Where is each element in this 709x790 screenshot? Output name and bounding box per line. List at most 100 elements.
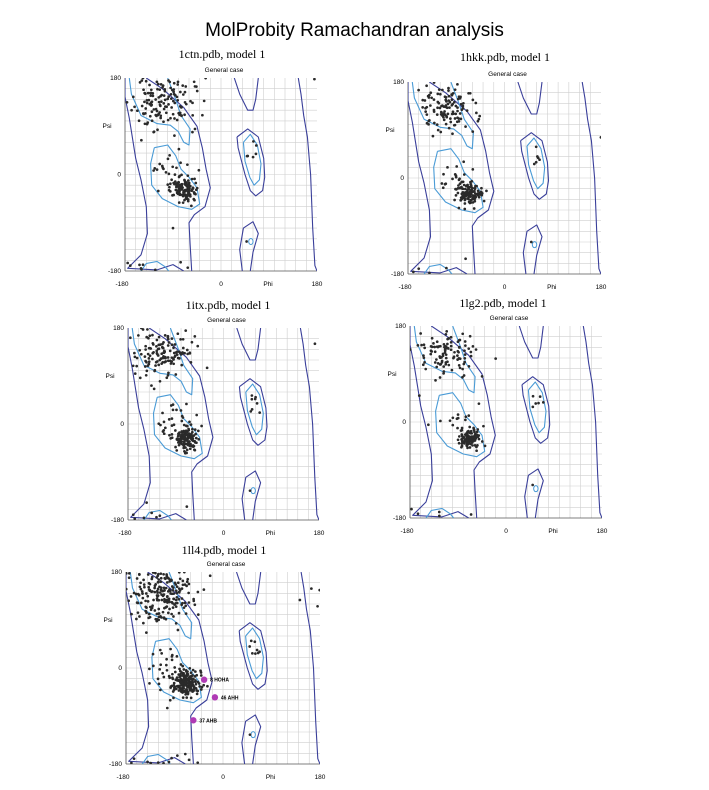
residue-point (457, 192, 460, 195)
residue-point (436, 340, 439, 343)
residue-point (455, 174, 458, 177)
x-axis-label: Phi (266, 774, 275, 781)
residue-point (206, 685, 209, 688)
residue-point (170, 362, 173, 365)
residue-point (176, 350, 179, 353)
x-tick-label: 0 (504, 528, 508, 535)
residue-point (141, 592, 144, 595)
residue-point (132, 96, 135, 99)
residue-point (429, 91, 432, 94)
residue-point (172, 227, 175, 230)
residue-point (436, 123, 439, 126)
residue-point (473, 207, 476, 210)
residue-point (206, 366, 209, 369)
residue-point (442, 173, 445, 176)
y-tick-label: 0 (118, 665, 122, 672)
residue-point (439, 131, 442, 134)
residue-point (168, 600, 171, 603)
residue-point (193, 445, 196, 448)
residue-point (139, 81, 142, 84)
residue-point (445, 115, 448, 118)
residue-point (174, 94, 177, 97)
residue-point (452, 416, 455, 419)
residue-point (472, 201, 475, 204)
residue-point (478, 438, 481, 441)
residue-point (179, 438, 182, 441)
residue-point (155, 516, 158, 519)
y-tick-label: 180 (111, 569, 122, 576)
residue-point (176, 585, 179, 588)
residue-point (168, 341, 171, 344)
residue-point (186, 430, 189, 433)
data-points (129, 327, 316, 520)
residue-point (258, 650, 261, 653)
residue-point (150, 101, 153, 104)
residue-point (157, 761, 160, 764)
residue-point (137, 602, 140, 605)
residue-point (150, 608, 153, 611)
residue-point (461, 435, 464, 438)
residue-point (453, 351, 456, 354)
residue-point (189, 683, 192, 686)
residue-point (442, 372, 445, 375)
residue-point (186, 266, 189, 269)
residue-point (157, 578, 160, 581)
residue-point (423, 361, 426, 364)
residue-point (152, 653, 155, 656)
residue-point (539, 395, 542, 398)
residue-point (176, 676, 179, 679)
residue-point (178, 444, 181, 447)
residue-point (464, 353, 467, 356)
residue-point (133, 757, 136, 760)
residue-point (137, 611, 140, 614)
residue-point (444, 95, 447, 98)
residue-point (451, 132, 454, 135)
residue-point (159, 380, 162, 383)
y-axis-label: Psi (387, 371, 396, 378)
residue-point (437, 346, 440, 349)
residue-point (188, 758, 191, 761)
residue-point (154, 269, 157, 272)
favored-contour (151, 145, 200, 209)
residue-point (467, 198, 470, 201)
residue-point (145, 631, 148, 634)
residue-point (187, 428, 190, 431)
residue-point (417, 344, 420, 347)
residue-point (533, 163, 536, 166)
x-axis-label: Phi (547, 284, 556, 291)
residue-point (138, 119, 141, 122)
residue-point (174, 581, 177, 584)
residue-point (461, 368, 464, 371)
residue-point (448, 95, 451, 98)
residue-point (190, 671, 193, 674)
residue-point (457, 417, 460, 420)
residue-point (167, 612, 170, 615)
favored-contour (532, 242, 536, 248)
residue-point (477, 189, 480, 192)
residue-point (169, 589, 172, 592)
x-tick-label: 0 (222, 530, 226, 537)
residue-point (151, 352, 154, 355)
residue-point (142, 579, 145, 582)
residue-point (480, 194, 483, 197)
residue-point (144, 600, 147, 603)
residue-point (164, 105, 167, 108)
residue-point (436, 106, 439, 109)
residue-point (461, 442, 464, 445)
residue-point (159, 663, 162, 666)
residue-point (168, 597, 171, 600)
residue-point (181, 579, 184, 582)
y-tick-label: -180 (108, 268, 121, 275)
residue-point (145, 592, 148, 595)
residue-point (139, 581, 142, 584)
residue-point (191, 341, 194, 344)
residue-point (182, 583, 185, 586)
residue-point (183, 606, 186, 609)
residue-point (446, 166, 449, 169)
residue-point (203, 100, 206, 103)
residue-point (185, 585, 188, 588)
residue-point (194, 428, 197, 431)
residue-point (171, 433, 174, 436)
residue-point (173, 682, 176, 685)
residue-point (161, 86, 164, 89)
